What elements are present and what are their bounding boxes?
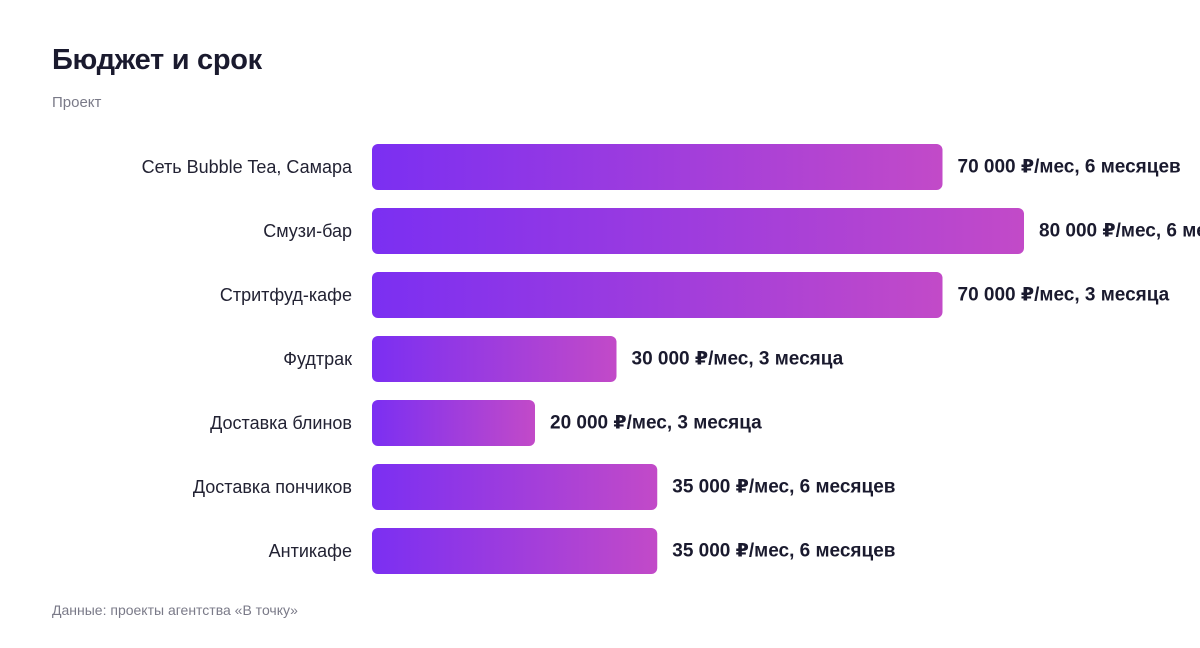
bar — [372, 464, 658, 510]
category-label: Доставка пончиков — [193, 477, 352, 497]
category-label: Смузи-бар — [263, 221, 352, 241]
bar — [372, 208, 1024, 254]
bar — [372, 336, 617, 382]
category-label: Доставка блинов — [210, 413, 352, 433]
data-label: 30 000 ₽/мес, 3 месяца — [632, 349, 844, 370]
chart-subtitle: Проект — [52, 94, 102, 111]
data-label: 80 000 ₽/мес, 6 месяцев — [1039, 221, 1200, 242]
bar — [372, 144, 943, 190]
data-label: 35 000 ₽/мес, 6 месяцев — [672, 477, 895, 498]
data-label: 35 000 ₽/мес, 6 месяцев — [672, 541, 895, 562]
data-label: 70 000 ₽/мес, 3 месяца — [958, 285, 1170, 306]
bar — [372, 400, 535, 446]
chart-source-note: Данные: проекты агентства «В точку» — [52, 602, 298, 618]
category-label: Фудтрак — [283, 349, 352, 369]
chart-title: Бюджет и срок — [52, 44, 262, 76]
category-label: Стритфуд-кафе — [220, 285, 352, 305]
bar — [372, 528, 658, 574]
bars-layer: Сеть Bubble Tea, Самара 70 000 ₽/мес, 6 м… — [142, 144, 1200, 574]
category-label: Антикафе — [269, 541, 352, 561]
data-label: 20 000 ₽/мес, 3 месяца — [550, 413, 762, 434]
category-label: Сеть Bubble Tea, Самара — [142, 157, 353, 177]
data-label: 70 000 ₽/мес, 6 месяцев — [958, 157, 1181, 178]
bar — [372, 272, 943, 318]
